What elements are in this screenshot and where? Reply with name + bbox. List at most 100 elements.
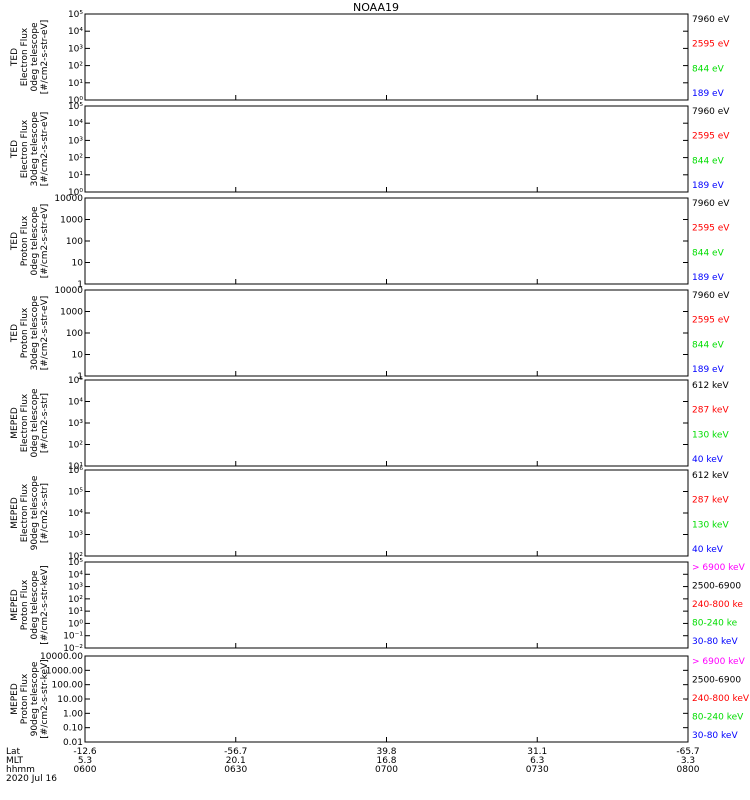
y-axis-label: TED [10, 48, 20, 67]
panel-frame [84, 379, 689, 467]
legend-entry: 2595 eV [692, 132, 730, 142]
y-tick-label: 1 [77, 372, 83, 382]
y-axis-label: Proton Flux [20, 579, 30, 630]
x-tick-label: 6.3 [530, 756, 544, 766]
legend-entry: 40 keV [692, 455, 724, 465]
legend-entry: 7960 eV [692, 199, 730, 209]
panel-frame [84, 13, 689, 101]
y-axis-label: MEPED [10, 683, 20, 715]
y-tick-label: 10³ [68, 531, 83, 541]
legend-entry: 7960 eV [692, 107, 730, 117]
y-axis-label: Electron Flux [20, 119, 30, 178]
y-axis-label: TED [10, 140, 20, 159]
legend-entry: > 6900 keV [692, 563, 746, 573]
legend-entry: 287 keV [692, 406, 729, 416]
y-tick-label: 10³ [68, 419, 83, 429]
x-tick-label: 0800 [677, 765, 700, 775]
y-tick-label: 100 [66, 329, 83, 339]
y-tick-label: 10⁻² [63, 644, 83, 654]
y-axis-label: TED [10, 324, 20, 343]
y-tick-label: 10 [72, 259, 84, 269]
y-tick-label: 10000 [54, 286, 83, 296]
panel-7: 10⁻² 10⁻¹ 10⁰ 10¹ 10² 10³ 10⁴ 10⁵ MEPED Proton Fl… [10, 558, 746, 654]
y-axis-label: Electron Flux [20, 27, 30, 86]
x-tick-label: -56.7 [224, 747, 247, 757]
x-axis-row-label: Lat [6, 747, 21, 757]
panel-frame [84, 197, 689, 285]
y-tick-label: 10¹ [68, 607, 83, 617]
legend-entry: 612 keV [692, 381, 729, 391]
legend-entry: 844 eV [692, 248, 725, 258]
y-axis-label: 30deg telescope [30, 295, 40, 370]
y-tick-label: 0.01 [63, 738, 83, 748]
y-axis-label: [#/cm2-s-str-eV] [40, 112, 50, 187]
legend-entry: 2595 eV [692, 224, 730, 234]
y-axis-label: MEPED [10, 407, 20, 439]
panel-3: 1 10 100 1000 10000 TED Proton Flux 0deg telesc… [10, 194, 730, 290]
y-tick-label: 10¹ [68, 79, 83, 89]
y-tick-label: 10³ [68, 136, 83, 146]
y-tick-label: 10² [68, 154, 83, 164]
y-tick-label: 1 [77, 280, 83, 290]
y-tick-label: 1.00 [63, 709, 83, 719]
y-axis-label: [#/cm2-s-str-eV] [40, 204, 50, 279]
y-axis-label: Proton Flux [20, 215, 30, 266]
panel-frame [84, 655, 689, 743]
legend-entry: 189 eV [692, 365, 725, 375]
legend-entry: 287 keV [692, 496, 729, 506]
legend-entry: 240-800 ke [692, 600, 743, 610]
chart-title: NOAA19 [353, 1, 399, 14]
y-tick-label: 10³ [68, 44, 83, 54]
panel-6: 10² 10³ 10⁴ 10⁵ 10⁶ MEPED Electron Flux 90deg t… [10, 466, 729, 562]
panel-frame [84, 289, 689, 377]
x-axis-row-label: 2020 Jul 16 [6, 774, 57, 784]
panel-frame [84, 469, 689, 557]
y-tick-label: 10² [68, 441, 83, 451]
panel-1: 10⁰ 10¹ 10² 10³ 10⁴ 10⁵ TED Electron Flux 0deg t… [10, 10, 730, 106]
legend-entry: 189 eV [692, 181, 725, 191]
y-tick-label: 10.00 [57, 695, 83, 705]
legend-entry: 2500-6900 [692, 582, 741, 592]
y-axis-label: [#/cm2-s-str] [40, 483, 50, 543]
legend-entry: 189 eV [692, 273, 725, 283]
y-tick-label: 10³ [68, 583, 83, 593]
y-tick-label: 0.10 [63, 724, 83, 734]
x-tick-label: 0600 [74, 765, 97, 775]
y-tick-label: 10⁻¹ [63, 632, 83, 642]
x-tick-label: -12.6 [73, 747, 97, 757]
y-tick-label: 10⁵ [68, 488, 83, 498]
x-tick-label: 20.1 [226, 756, 246, 766]
y-tick-label: 10¹ [68, 171, 83, 181]
y-tick-label: 10⁴ [68, 119, 83, 129]
x-tick-label: 0700 [375, 765, 398, 775]
y-axis-label: Electron Flux [20, 483, 30, 542]
x-tick-label: 3.3 [681, 756, 695, 766]
y-axis-label: [#/cm2-s-str-keV] [40, 659, 50, 738]
y-tick-label: 10⁵ [68, 102, 83, 112]
y-axis-label: [#/cm2-s-str-keV] [40, 565, 50, 644]
x-tick-label: 16.8 [376, 756, 396, 766]
x-tick-label: -65.7 [676, 747, 699, 757]
legend-entry: 130 keV [692, 520, 729, 530]
y-axis-label: 0deg telescope [30, 388, 40, 458]
y-axis-label: Electron Flux [20, 393, 30, 452]
x-tick-label: 0630 [224, 765, 247, 775]
y-tick-label: 10⁰ [68, 188, 83, 198]
y-tick-label: 10² [68, 552, 83, 562]
y-axis-label: 0deg telescope [30, 570, 40, 640]
legend-entry: 40 keV [692, 545, 724, 555]
y-tick-label: 100.00 [52, 681, 84, 691]
y-axis-label: 30deg telescope [30, 111, 40, 186]
y-tick-label: 1000 [60, 216, 83, 226]
panel-frame [84, 561, 689, 649]
y-axis-label: [#/cm2-s-str-eV] [40, 296, 50, 371]
y-tick-label: 10⁴ [68, 509, 83, 519]
legend-entry: 80-240 keV [692, 713, 744, 723]
y-tick-label: 10² [68, 595, 83, 605]
y-tick-label: 10⁴ [68, 27, 83, 37]
y-axis-label: Proton Flux [20, 673, 30, 724]
y-tick-label: 10⁶ [68, 466, 83, 476]
y-tick-label: 1000 [60, 308, 83, 318]
